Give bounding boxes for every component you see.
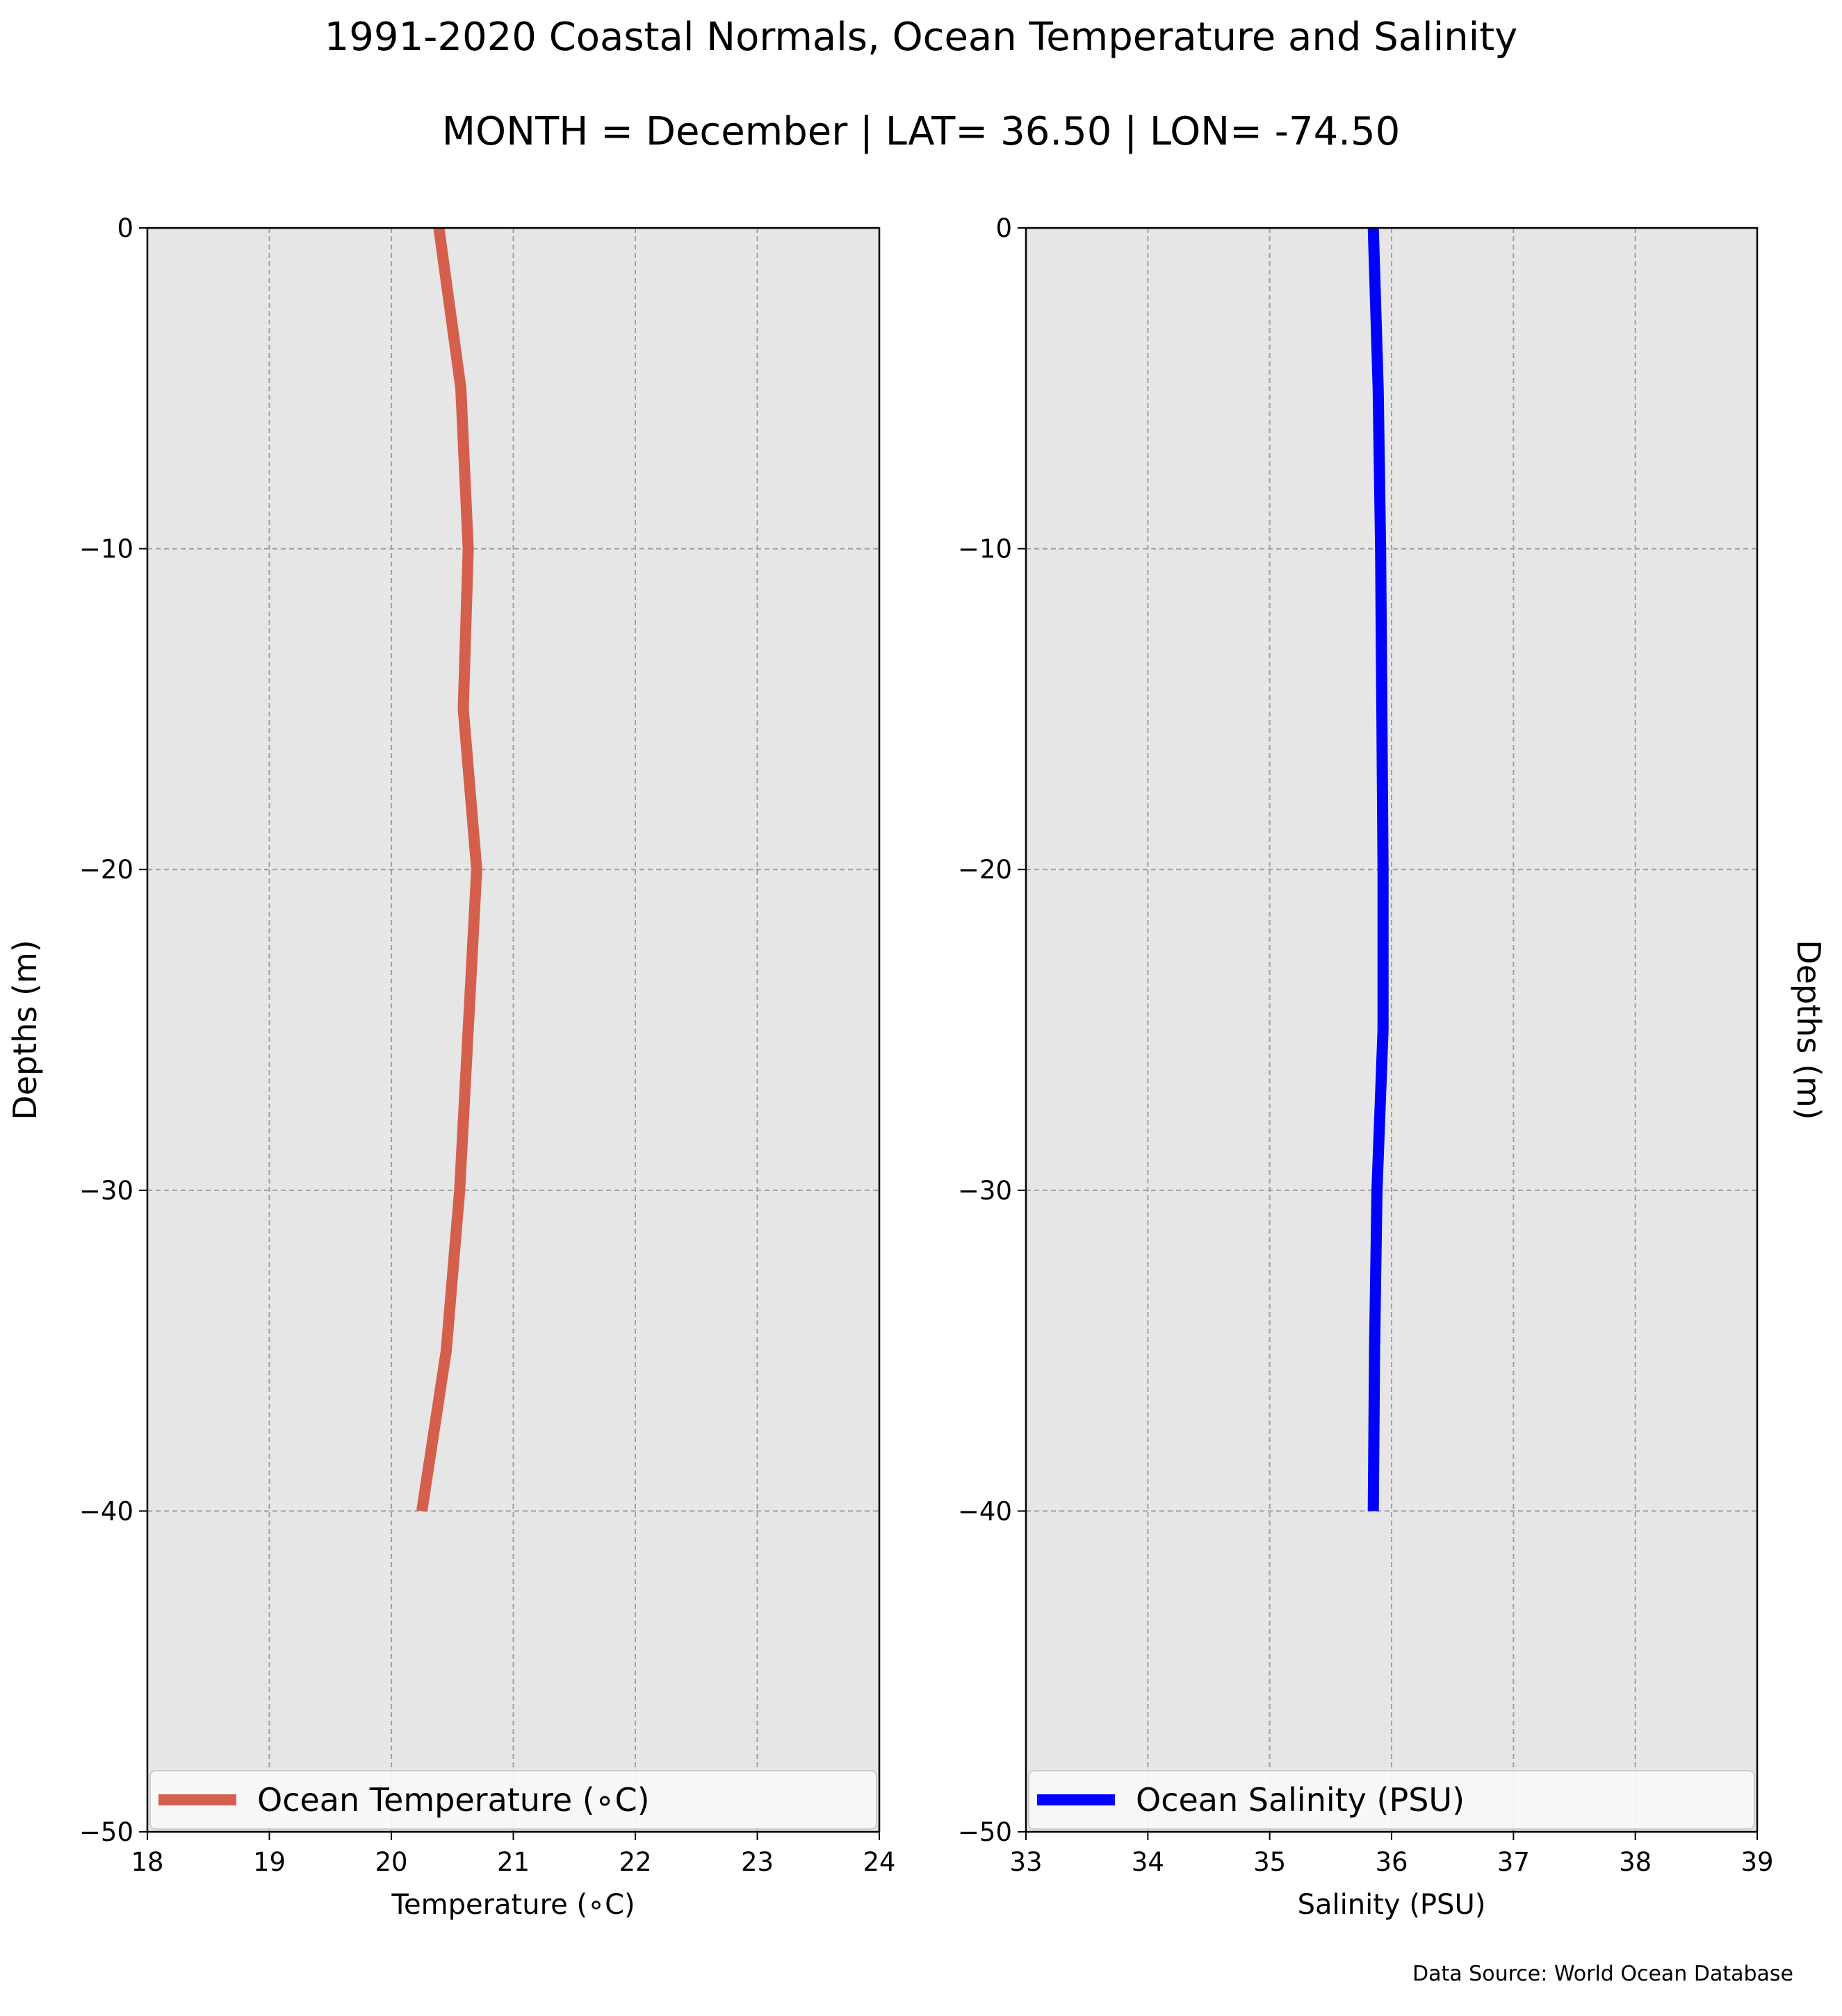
y-tick-label: −20 (958, 855, 1012, 885)
x-tick-label: 38 (1619, 1847, 1652, 1877)
y-tick-label: −30 (79, 1176, 133, 1206)
y-axis-label: Depths (m) (6, 940, 44, 1120)
legend-label: Ocean Temperature (∘C) (257, 1781, 650, 1819)
y-tick-label: 0 (995, 213, 1012, 243)
x-tick-label: 39 (1741, 1847, 1773, 1877)
x-tick-label: 35 (1253, 1847, 1286, 1877)
chart-subtitle: MONTH = December | LAT= 36.50 | LON= -74… (442, 109, 1401, 154)
y-tick-label: −40 (79, 1496, 133, 1526)
salinity-legend: Ocean Salinity (PSU) (1028, 1770, 1755, 1830)
x-tick-label: 18 (131, 1847, 163, 1877)
temperature-series-line (416, 227, 482, 1512)
x-tick-label: 34 (1132, 1847, 1164, 1877)
x-axis-label: Salinity (PSU) (1298, 1889, 1486, 1921)
x-tick-label: 21 (497, 1847, 530, 1877)
y-tick-label: −50 (79, 1817, 133, 1847)
y-axis-label: Depths (m) (1790, 940, 1827, 1120)
temperature-axes-frame (146, 227, 881, 1833)
y-tick-label: 0 (117, 213, 133, 243)
y-tick-label: −40 (958, 1496, 1012, 1526)
temperature-panel: 18 19 20 21 22 23 24 0 −10 −20 −30 −40 −50 Ocean Temp… (6, 213, 896, 1921)
x-tick-label: 36 (1375, 1847, 1408, 1877)
x-tick-label: 22 (619, 1847, 651, 1877)
salinity-series-line (1367, 227, 1389, 1511)
salinity-panel: 33 34 35 36 37 38 39 0 −10 −20 −30 −40 −50 Ocean Sali… (958, 213, 1827, 1921)
x-tick-label: 20 (375, 1847, 407, 1877)
y-tick-label: −10 (958, 534, 1012, 564)
legend-label: Ocean Salinity (PSU) (1136, 1781, 1465, 1819)
x-tick-label: 19 (253, 1847, 286, 1877)
x-tick-label: 23 (741, 1847, 774, 1877)
y-tick-label: −20 (79, 855, 133, 885)
temperature-legend: Ocean Temperature (∘C) (149, 1770, 877, 1830)
x-axis-label: Temperature (∘C) (391, 1889, 635, 1921)
x-tick-label: 24 (863, 1847, 895, 1877)
y-tick-label: −50 (958, 1817, 1012, 1847)
x-tick-label: 37 (1497, 1847, 1530, 1877)
x-tick-label: 33 (1009, 1847, 1042, 1877)
salinity-axes-frame (1025, 227, 1759, 1833)
y-tick-label: −10 (79, 534, 133, 564)
y-tick-label: −30 (958, 1176, 1012, 1206)
legend-box (149, 1770, 877, 1830)
data-source-note: Data Source: World Ocean Database (1412, 1962, 1793, 1986)
chart-title: 1991-2020 Coastal Normals, Ocean Tempera… (325, 15, 1518, 60)
legend-box (1028, 1770, 1755, 1830)
